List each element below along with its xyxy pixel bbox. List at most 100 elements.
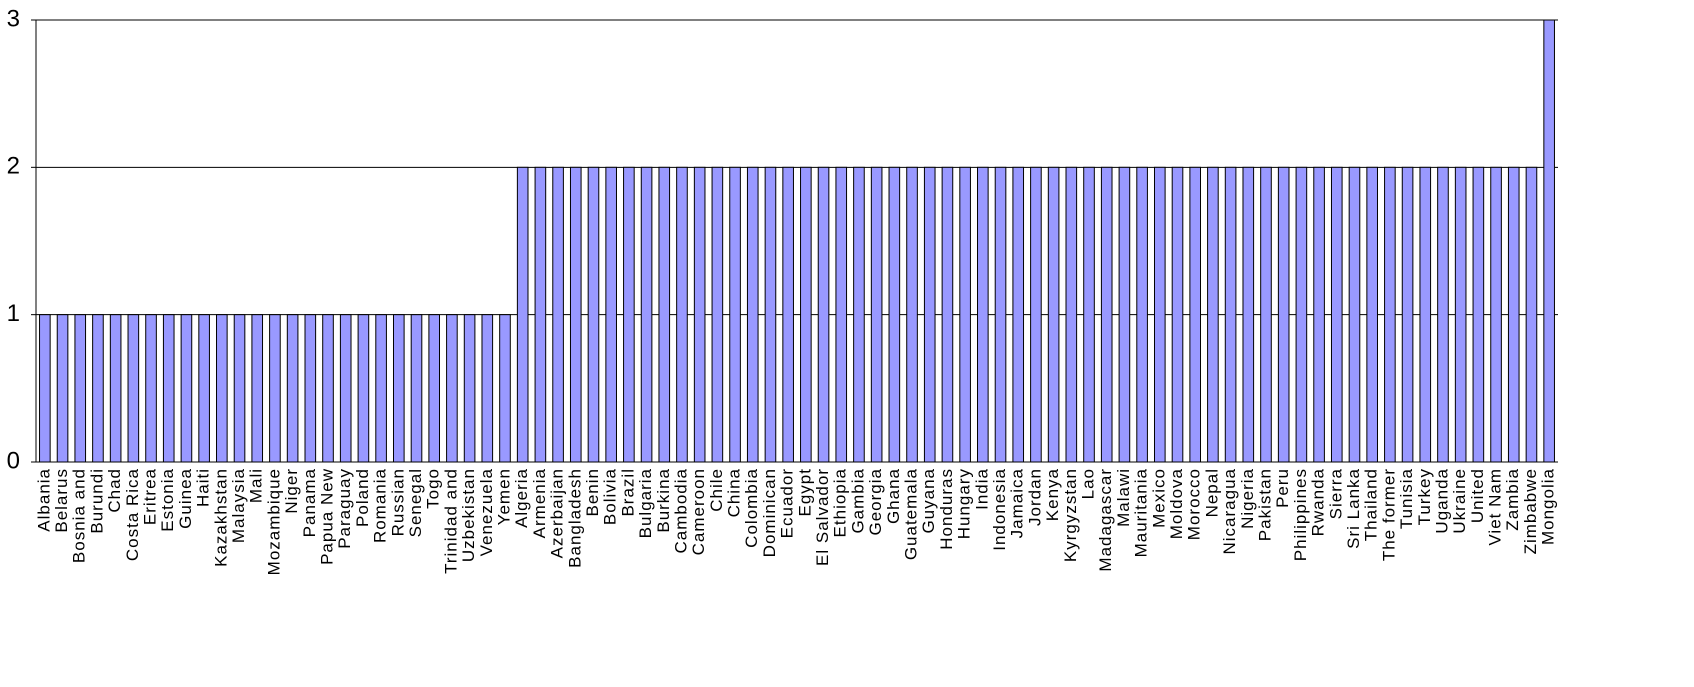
x-tick-label: Indonesia [990, 468, 1009, 551]
bar [516, 166, 529, 463]
x-tick-label: Burundi [87, 468, 106, 534]
x-tick-label: Madagascar [1096, 468, 1115, 572]
bar [1047, 166, 1060, 463]
bar [711, 166, 724, 463]
bar [817, 166, 830, 463]
x-tick-label: Estonia [158, 468, 177, 532]
x-tick-label: Rwanda [1309, 468, 1328, 536]
bar [216, 314, 228, 463]
bar [304, 314, 317, 463]
bar [1454, 166, 1467, 463]
x-tick-label: Malaysia [229, 468, 248, 543]
bar [1065, 166, 1078, 463]
bar [1136, 166, 1148, 463]
x-tick-label: Bolivia [601, 468, 620, 525]
bar [1189, 166, 1202, 463]
x-tick-label: Armenia [530, 468, 549, 538]
bar [623, 166, 635, 463]
bar [446, 314, 458, 463]
bar [286, 314, 299, 463]
x-tick-label: Ecuador [778, 468, 797, 538]
bar [481, 314, 494, 463]
x-tick-label: Gambia [848, 468, 867, 534]
bar [977, 166, 989, 463]
bar [1313, 166, 1325, 463]
x-tick-label: Jamaica [1008, 468, 1027, 538]
bar [1295, 166, 1308, 463]
x-tick-label: Sierra [1326, 468, 1345, 519]
bar [1100, 166, 1113, 463]
x-tick-label: Nicaragua [1220, 468, 1239, 555]
x-tick-label: Guatemala [902, 468, 921, 560]
bar [552, 166, 564, 463]
bar [74, 314, 87, 463]
y-tick-label: 3 [7, 5, 20, 32]
bar [605, 166, 617, 463]
bar [392, 314, 405, 463]
bar [729, 166, 741, 463]
x-tick-label: Panama [300, 468, 319, 537]
bar [1277, 166, 1290, 463]
bar [870, 166, 883, 463]
x-tick-label: Venezuela [477, 468, 496, 556]
bar [1171, 166, 1184, 463]
bar [180, 314, 193, 463]
bar [676, 166, 688, 463]
x-tick-label: Bulgaria [636, 468, 655, 538]
bar [746, 166, 759, 463]
bar [693, 166, 706, 463]
bar [322, 314, 334, 463]
x-tick-label: Ghana [884, 468, 903, 524]
x-tick-label: Albania [34, 468, 53, 532]
bar [1153, 166, 1166, 463]
x-tick-label: Ethiopia [831, 468, 850, 537]
bar [145, 314, 157, 463]
bar [1490, 166, 1502, 463]
x-tick-label: Cameroon [689, 468, 708, 555]
y-tick-label: 0 [7, 447, 20, 474]
x-tick-label: Nepal [1202, 468, 1221, 517]
bar [339, 314, 352, 463]
x-tick-label: Viet Nam [1486, 468, 1505, 546]
x-tick-label: Brazil [618, 468, 637, 517]
bar [1083, 166, 1095, 463]
x-tick-label: Bangladesh [565, 468, 584, 568]
bar [1348, 166, 1361, 463]
bar [640, 166, 653, 463]
bar [56, 314, 69, 463]
y-tick-label: 1 [7, 300, 20, 327]
bar [1384, 166, 1396, 463]
x-tick-label: Paraguay [335, 468, 354, 549]
x-tick-label: Senegal [406, 468, 425, 537]
bar [764, 166, 777, 463]
bar [1242, 166, 1255, 463]
bar [1507, 166, 1520, 463]
x-tick-label: Niger [282, 468, 301, 514]
bar [1472, 166, 1485, 463]
x-tick-label: Trinidad and [441, 468, 460, 574]
x-tick-label: Tunisia [1397, 468, 1416, 529]
bar [1260, 166, 1272, 463]
x-tick-label: Kazakhstan [211, 468, 230, 567]
x-tick-label: Eritrea [141, 468, 160, 525]
x-tick-label: Yemen [494, 468, 513, 525]
x-tick-label: Lao [1078, 468, 1097, 499]
bar [587, 166, 600, 463]
x-tick-label: Georgia [866, 468, 885, 535]
bar [782, 166, 794, 463]
bar [109, 314, 122, 463]
x-tick-label: Mali [247, 468, 266, 503]
x-tick-label: Bosnia and [70, 468, 89, 563]
bar [923, 166, 936, 463]
bar [1224, 166, 1237, 463]
x-tick-label: The former [1379, 468, 1398, 561]
bar [251, 314, 264, 463]
bar [1366, 166, 1378, 463]
x-tick-label: Moldova [1167, 468, 1186, 539]
x-tick-label: Burkina [654, 468, 673, 533]
x-tick-label: Hungary [955, 468, 974, 539]
x-tick-label: Costa Rica [123, 468, 142, 561]
bar [127, 314, 140, 463]
x-tick-label: Haiti [194, 468, 213, 507]
x-tick-label: Uzbekistan [459, 468, 478, 562]
